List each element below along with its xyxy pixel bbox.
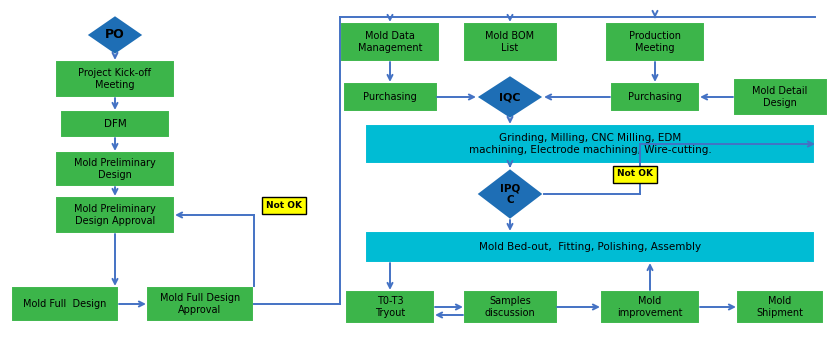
- Text: Mold Bed-out,  Fitting, Polishing, Assembly: Mold Bed-out, Fitting, Polishing, Assemb…: [479, 242, 701, 252]
- Text: Purchasing: Purchasing: [628, 92, 682, 102]
- FancyBboxPatch shape: [365, 124, 815, 164]
- Text: Mold
Shipment: Mold Shipment: [756, 296, 804, 318]
- Text: Mold
improvement: Mold improvement: [617, 296, 683, 318]
- Text: Production
Meeting: Production Meeting: [629, 31, 681, 53]
- FancyBboxPatch shape: [146, 286, 254, 322]
- FancyBboxPatch shape: [610, 82, 700, 112]
- Polygon shape: [476, 75, 544, 119]
- Text: Mold Preliminary
Design: Mold Preliminary Design: [74, 158, 156, 180]
- FancyBboxPatch shape: [736, 290, 824, 324]
- Text: IPQ
C: IPQ C: [500, 183, 520, 205]
- FancyBboxPatch shape: [11, 286, 119, 322]
- FancyBboxPatch shape: [55, 151, 175, 187]
- FancyBboxPatch shape: [365, 231, 815, 263]
- Text: Purchasing: Purchasing: [363, 92, 417, 102]
- FancyBboxPatch shape: [463, 22, 557, 62]
- Text: Mold Full  Design: Mold Full Design: [23, 299, 106, 309]
- Text: Project Kick-off
Meeting: Project Kick-off Meeting: [78, 68, 151, 90]
- FancyBboxPatch shape: [600, 290, 700, 324]
- FancyBboxPatch shape: [613, 165, 657, 182]
- Text: Mold Detail
Design: Mold Detail Design: [752, 86, 808, 108]
- FancyBboxPatch shape: [463, 290, 557, 324]
- Text: T0-T3
Tryout: T0-T3 Tryout: [375, 296, 405, 318]
- FancyBboxPatch shape: [732, 78, 828, 116]
- Text: DFM: DFM: [104, 119, 126, 129]
- Text: Grinding, Milling, CNC Milling, EDM
machining, Electrode machining, Wire-cutting: Grinding, Milling, CNC Milling, EDM mach…: [468, 133, 711, 155]
- Text: Mold Full Design
Approval: Mold Full Design Approval: [160, 293, 240, 315]
- Text: PO: PO: [105, 29, 125, 42]
- Text: Not OK: Not OK: [266, 201, 302, 210]
- FancyBboxPatch shape: [605, 22, 705, 62]
- FancyBboxPatch shape: [343, 82, 438, 112]
- Polygon shape: [476, 168, 544, 220]
- FancyBboxPatch shape: [340, 22, 440, 62]
- FancyBboxPatch shape: [262, 197, 306, 214]
- Text: Not OK: Not OK: [617, 169, 653, 178]
- Text: Samples
discussion: Samples discussion: [484, 296, 535, 318]
- FancyBboxPatch shape: [55, 196, 175, 234]
- Polygon shape: [86, 15, 144, 55]
- Text: IQC: IQC: [499, 92, 521, 102]
- Text: Mold Data
Management: Mold Data Management: [358, 31, 423, 53]
- Text: Mold BOM
List: Mold BOM List: [485, 31, 535, 53]
- FancyBboxPatch shape: [345, 290, 435, 324]
- FancyBboxPatch shape: [60, 110, 170, 138]
- Text: Mold Preliminary
Design Approval: Mold Preliminary Design Approval: [74, 204, 156, 226]
- FancyBboxPatch shape: [55, 60, 175, 98]
